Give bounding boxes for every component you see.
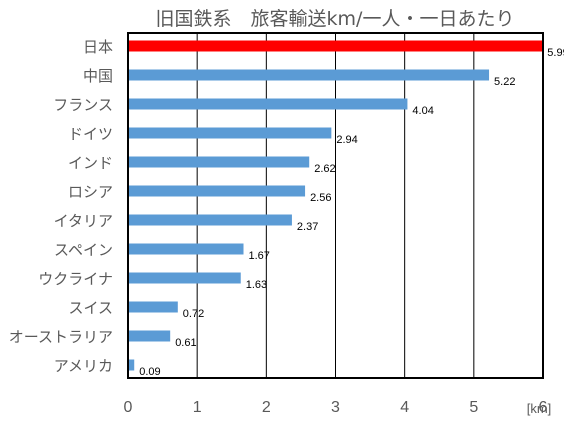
category-label: イタリア (54, 212, 113, 230)
bar (128, 156, 310, 168)
bar (128, 185, 306, 197)
category-label: フランス (53, 96, 113, 114)
value-label: 2.56 (310, 192, 331, 204)
x-tick-label: 1 (193, 399, 202, 416)
bars (128, 40, 543, 371)
x-tick-label: 5 (469, 399, 478, 416)
bar (128, 301, 178, 313)
x-tick-label: 0 (124, 399, 133, 416)
x-tick-label: 4 (400, 399, 409, 416)
value-label: 4.04 (412, 105, 433, 117)
value-label: 5.22 (494, 76, 515, 88)
category-label: 中国 (83, 67, 113, 85)
bar (128, 214, 292, 226)
value-label: 0.61 (175, 337, 196, 349)
category-label: スペイン (54, 241, 113, 259)
category-label: インド (68, 154, 113, 172)
bar (128, 69, 490, 81)
bar (128, 40, 543, 52)
bar (128, 98, 408, 110)
bar (128, 243, 244, 255)
x-unit-label: [km] (527, 401, 552, 416)
value-label: 2.62 (314, 163, 335, 175)
category-label: ウクライナ (38, 270, 113, 288)
value-label: 1.67 (249, 250, 270, 262)
value-label: 2.37 (297, 221, 318, 233)
category-label: スイス (68, 299, 113, 317)
x-tick-label: 3 (331, 399, 340, 416)
grid-lines (196, 33, 475, 378)
plot-frame (127, 32, 544, 379)
x-tick-labels: 0 1 2 3 4 5 6 (124, 399, 548, 416)
chart-title: 旧国鉄系 旅客輸送km/一人・一日あたり (156, 8, 515, 30)
category-label: ドイツ (68, 125, 113, 143)
bar (128, 330, 171, 342)
value-label: 1.63 (246, 279, 267, 291)
value-labels: 5.99 5.22 4.04 2.94 2.62 2.56 2.37 1.67 1.63 0.72… (139, 47, 564, 378)
category-label: 日本 (83, 38, 113, 56)
category-labels: 日本中国フランスドイツインドロシアイタリアスペインウクライナスイスオーストラリア… (9, 38, 113, 375)
category-label: アメリカ (54, 357, 113, 375)
value-label: 0.72 (183, 308, 204, 320)
bar (128, 359, 135, 371)
x-tick-label: 2 (262, 399, 271, 416)
bar (128, 127, 332, 139)
category-label: オーストラリア (9, 328, 113, 346)
bar (128, 272, 241, 284)
value-label: 5.99 (547, 47, 564, 59)
value-label: 0.09 (139, 366, 160, 378)
category-label: ロシア (68, 183, 113, 201)
x-tick-label: 6 (539, 399, 548, 416)
value-label: 2.94 (336, 134, 357, 146)
